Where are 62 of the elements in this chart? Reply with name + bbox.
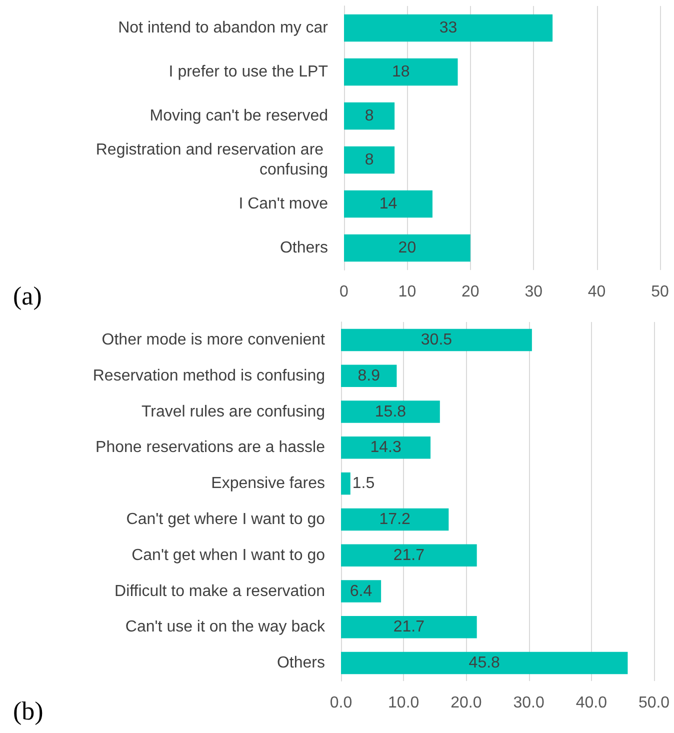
y-tick-label: Not intend to abandon my car: [118, 20, 329, 36]
y-tick-label: Can't get when I want to go: [132, 546, 326, 564]
bar: [344, 14, 553, 42]
data-label: 21.7: [393, 618, 425, 636]
data-label: 21.7: [393, 546, 425, 564]
x-tick-label: 20.0: [450, 694, 482, 712]
y-tick-label: Registration and reservation are confusing: [96, 142, 328, 178]
data-label: 33: [439, 20, 458, 36]
x-tick-label: 40.0: [576, 694, 608, 712]
x-tick-label: 10: [398, 284, 416, 300]
x-tick-label: 20: [462, 284, 480, 300]
bar: [344, 58, 458, 86]
y-tick-label: Difficult to make a reservation: [114, 582, 325, 600]
bar: [344, 190, 432, 218]
data-label: 14.3: [370, 439, 402, 456]
y-tick-label: I prefer to use the LPT: [168, 64, 328, 80]
y-tick-label: Other mode is more convenient: [102, 331, 326, 348]
x-tick-label: 0: [340, 284, 349, 300]
bar: [341, 652, 628, 674]
data-label: 1.5: [352, 475, 375, 492]
y-tick-label: Moving can't be reserved: [150, 108, 328, 124]
data-label: 45.8: [468, 654, 500, 672]
y-tick-label: Travel rules are confusing: [142, 403, 325, 420]
bar: [341, 400, 440, 423]
data-label: 17.2: [379, 510, 411, 528]
x-tick-label: 30: [524, 284, 543, 300]
bar: [344, 102, 395, 130]
data-label: 30.5: [420, 331, 452, 348]
y-tick-label: Can't use it on the way back: [125, 618, 326, 636]
text: (a): [13, 282, 42, 310]
x-tick-label: 50.0: [638, 694, 670, 712]
x-tick-label: 30.0: [513, 694, 544, 712]
bar: [341, 580, 382, 602]
x-tick-label: 0.0: [330, 694, 352, 712]
bar: [341, 436, 431, 459]
data-label: 8: [364, 108, 374, 124]
bar: [341, 508, 449, 531]
y-tick-label: I Can't move: [238, 196, 328, 212]
bar: [344, 146, 395, 174]
y-tick-label: Others: [276, 654, 325, 672]
bar: [344, 234, 470, 262]
data-label: 8.9: [358, 367, 380, 384]
data-label: 6.4: [350, 582, 372, 600]
bar: [341, 616, 477, 638]
data-label: 15.8: [374, 403, 406, 420]
y-tick-label: Expensive fares: [211, 475, 325, 492]
x-tick-label: 50: [651, 284, 669, 300]
bar: [341, 472, 350, 495]
y-tick-label: Phone reservations are a hassle: [96, 439, 326, 456]
data-label: 18: [392, 64, 410, 80]
x-tick-label: 40: [588, 284, 606, 300]
bar: [341, 544, 477, 566]
text: (b): [13, 696, 44, 726]
data-label: 14: [379, 196, 398, 212]
data-label: 20: [398, 240, 416, 256]
bar: [341, 364, 397, 387]
x-tick-label: 10.0: [388, 694, 420, 712]
data-label: 8: [364, 152, 374, 168]
y-tick-label: Can't get where I want to go: [126, 510, 326, 528]
bar: [341, 328, 532, 352]
y-tick-label: Reservation method is confusing: [92, 367, 325, 384]
y-tick-label: Others: [280, 240, 328, 256]
